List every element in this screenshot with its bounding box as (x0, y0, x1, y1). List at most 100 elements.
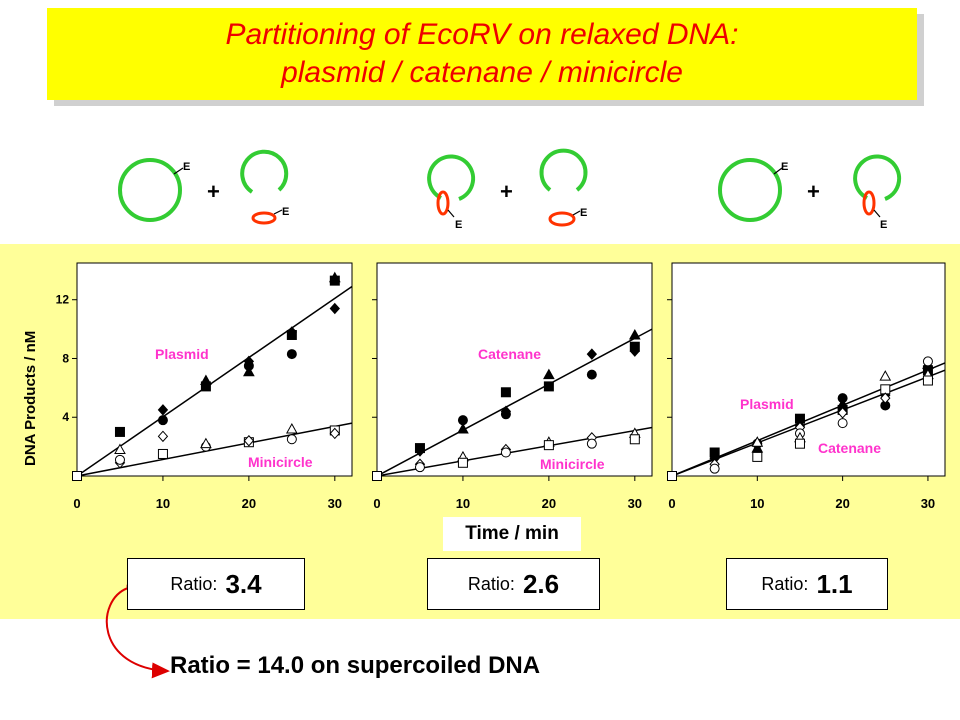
schematic-2: E + E (427, 148, 588, 231)
fit-line (76, 422, 353, 477)
plot-area (376, 262, 653, 477)
x-tick-label: 20 (835, 496, 849, 511)
enzyme-site-label: E (580, 207, 587, 219)
data-point (543, 381, 554, 392)
enzyme-site-marker (572, 210, 581, 216)
data-point (285, 422, 298, 434)
data-point (157, 404, 169, 416)
series-label: Minicircle (540, 456, 605, 472)
data-point (837, 407, 848, 419)
x-tick-label: 10 (750, 496, 764, 511)
data-point (500, 447, 511, 458)
series-label: Plasmid (155, 346, 209, 362)
catenane-minicircle-icon (436, 190, 450, 216)
curved-arrow-icon (105, 587, 170, 679)
title-banner: Partitioning of EcoRV on relaxed DNA: pl… (47, 8, 917, 100)
y-tick-label: 12 (56, 293, 70, 307)
data-point (709, 463, 720, 474)
data-point (72, 471, 82, 481)
title-line-1: Partitioning of EcoRV on relaxed DNA: (225, 18, 739, 51)
x-tick-label: 30 (328, 496, 342, 511)
series-label: Plasmid (740, 396, 794, 412)
series-label: Minicircle (248, 454, 313, 470)
plasmid-ring-icon (118, 158, 182, 222)
x-tick-label: 0 (668, 496, 675, 511)
data-point (200, 437, 212, 449)
catenane-minicircle-icon (862, 190, 876, 216)
data-point (922, 356, 933, 367)
data-point (879, 370, 892, 381)
ratio-value: 2.6 (522, 568, 560, 599)
x-tick-label: 0 (73, 496, 80, 511)
data-point (243, 365, 255, 377)
data-point (114, 426, 125, 437)
data-point (286, 326, 298, 338)
data-point (114, 443, 126, 455)
data-point (667, 471, 677, 481)
ratio-box-1: Ratio: 3.4 (127, 558, 305, 610)
footer-note: Ratio = 14.0 on supercoiled DNA (170, 652, 541, 679)
data-point (586, 369, 597, 380)
x-axis-label: Time / min (443, 517, 581, 551)
schematic-1: E + E (118, 149, 289, 225)
data-point (329, 302, 340, 315)
x-tick-label: 10 (456, 496, 470, 511)
enzyme-site-marker (773, 167, 783, 175)
chart-panel-plasmid-minicircle: 0 10 20 30 4 8 12 Plasmid Minicircle (56, 262, 353, 511)
data-point (372, 471, 382, 481)
ratio-label: Ratio: (761, 573, 809, 594)
data-point (751, 436, 764, 447)
catenane-outer-ring-icon (240, 149, 289, 194)
enzyme-site-label: E (282, 206, 289, 218)
ratio-value: 1.1 (816, 568, 853, 599)
enzyme-site-marker (447, 209, 455, 218)
data-point (329, 427, 340, 440)
enzyme-site-label: E (183, 161, 190, 173)
data-point (286, 349, 297, 360)
data-point (457, 422, 469, 434)
data-point (500, 387, 511, 398)
y-tick-label: 4 (62, 410, 69, 424)
enzyme-site-label: E (880, 219, 887, 231)
chart-panel-plasmid-catenane: 0 10 20 30 Plasmid Catenane (667, 262, 946, 511)
data-point (837, 418, 848, 429)
series-label: Catenane (478, 346, 541, 362)
catenane-ring-icon (853, 154, 902, 201)
data-point (794, 438, 805, 449)
data-point (922, 375, 933, 386)
data-point (243, 434, 255, 447)
data-point (629, 434, 640, 445)
x-tick-label: 20 (242, 496, 256, 511)
y-tick-label: 8 (62, 351, 69, 365)
ratio-label: Ratio: (170, 573, 218, 594)
enzyme-site-marker (273, 209, 283, 215)
enzyme-site-label: E (781, 161, 788, 173)
chart-panel-catenane-minicircle: 0 10 20 30 Catenane Minicircle (372, 262, 653, 511)
data-point (752, 451, 763, 462)
data-point (114, 454, 125, 465)
data-point (329, 275, 340, 286)
plot-area (76, 262, 353, 477)
data-point (880, 392, 891, 404)
minicircle-ring-icon (548, 211, 576, 227)
data-point (457, 457, 468, 468)
data-point (157, 430, 169, 443)
plus-sign: + (500, 179, 513, 204)
minicircle-ring-icon (251, 211, 277, 225)
data-point (157, 448, 168, 459)
catenane-outer-ring-icon (539, 148, 588, 192)
enzyme-site-marker (873, 209, 881, 218)
ratio-box-3: Ratio: 1.1 (726, 558, 888, 610)
data-point (500, 409, 511, 420)
title-line-2: plasmid / catenane / minicircle (281, 56, 683, 89)
ratio-value: 3.4 (225, 568, 262, 599)
enzyme-site-label: E (455, 219, 462, 231)
plus-sign: + (807, 179, 820, 204)
fit-line (76, 285, 353, 477)
y-axis-label: DNA Products / nM (22, 330, 39, 466)
plot-area (671, 262, 946, 477)
data-point (543, 368, 555, 380)
ratio-label: Ratio: (467, 573, 515, 594)
plus-sign: + (207, 179, 220, 204)
series-label: Catenane (818, 440, 881, 456)
